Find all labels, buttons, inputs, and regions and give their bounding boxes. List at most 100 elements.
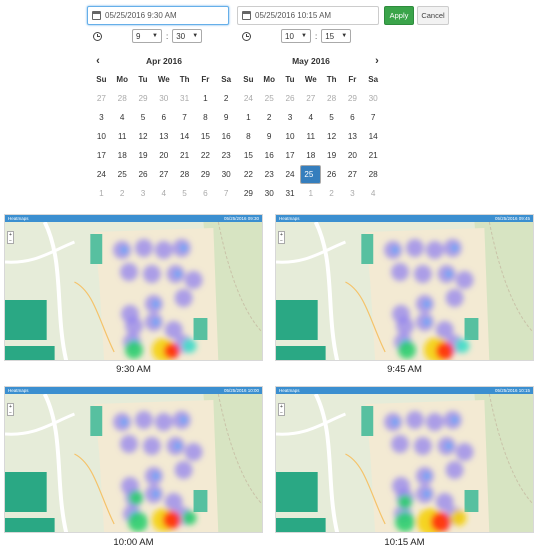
start-hour-select[interactable]: 9 ▼ xyxy=(132,29,162,43)
calendar-day[interactable]: 28 xyxy=(117,94,127,103)
calendar-day[interactable]: 17 xyxy=(96,151,106,160)
calendar-day[interactable]: 4 xyxy=(161,189,167,198)
zoom-control[interactable]: + − xyxy=(7,231,14,244)
calendar-day[interactable]: 25 xyxy=(264,94,274,103)
calendar-day[interactable]: 12 xyxy=(327,132,337,141)
calendar-day[interactable]: 1 xyxy=(246,113,251,122)
heatmap-map[interactable]: + − xyxy=(276,222,533,360)
calendar-day[interactable]: 23 xyxy=(221,151,231,160)
calendar-day[interactable]: 22 xyxy=(243,170,253,179)
calendar-day[interactable]: 1 xyxy=(99,189,104,198)
calendar-day[interactable]: 8 xyxy=(203,113,208,122)
calendar-day[interactable]: 4 xyxy=(308,113,314,122)
calendar-day[interactable]: 15 xyxy=(243,151,253,160)
calendar-day[interactable]: 3 xyxy=(99,113,104,122)
calendar-day[interactable]: 4 xyxy=(370,189,376,198)
calendar-day[interactable]: 14 xyxy=(368,132,378,141)
calendar-day[interactable]: 30 xyxy=(264,189,274,198)
heatmap-map[interactable]: + − xyxy=(276,394,533,532)
calendar-day[interactable]: 18 xyxy=(117,151,127,160)
end-date-input[interactable]: 05/25/2016 10:15 AM xyxy=(237,6,379,25)
calendar-day[interactable]: 27 xyxy=(159,170,169,179)
calendar-day[interactable]: 25 xyxy=(117,170,127,179)
heatmap-map[interactable]: + − xyxy=(5,222,262,360)
calendar-day[interactable]: 5 xyxy=(329,113,334,122)
calendar-day[interactable]: 2 xyxy=(266,113,272,122)
calendar-day[interactable]: 27 xyxy=(347,170,357,179)
heatmap-map[interactable]: + − xyxy=(5,394,262,532)
calendar-day[interactable]: 21 xyxy=(180,151,190,160)
calendar-day[interactable]: 3 xyxy=(287,113,293,122)
calendar-day[interactable]: 4 xyxy=(119,113,125,122)
calendar-day[interactable]: 7 xyxy=(223,189,229,198)
calendar-day[interactable]: 6 xyxy=(161,113,167,122)
calendar-day[interactable]: 1 xyxy=(308,189,314,198)
calendar-day[interactable]: 29 xyxy=(347,94,357,103)
calendar-day[interactable]: 2 xyxy=(329,189,334,198)
calendar-day[interactable]: 5 xyxy=(182,189,187,198)
calendar-day[interactable]: 12 xyxy=(138,132,148,141)
calendar-day[interactable]: 1 xyxy=(203,94,208,103)
calendar-day[interactable]: 8 xyxy=(246,132,251,141)
calendar-day[interactable]: 26 xyxy=(327,170,337,179)
calendar-day[interactable]: 7 xyxy=(182,113,187,122)
calendar-day[interactable]: 26 xyxy=(285,94,295,103)
calendar-day[interactable]: 28 xyxy=(327,94,337,103)
calendar-day[interactable]: 6 xyxy=(350,113,355,122)
calendar-day[interactable]: 31 xyxy=(285,189,295,198)
calendar-day[interactable]: 23 xyxy=(264,170,274,179)
calendar-day[interactable]: 14 xyxy=(180,132,190,141)
calendar-day[interactable]: 31 xyxy=(180,94,190,103)
calendar-day[interactable]: 5 xyxy=(140,113,146,122)
calendar-day[interactable]: 27 xyxy=(306,94,316,103)
calendar-day[interactable]: 11 xyxy=(306,132,316,141)
calendar-day[interactable]: 6 xyxy=(203,189,208,198)
calendar-day[interactable]: 18 xyxy=(306,151,316,160)
start-date-input[interactable]: 05/25/2016 9:30 AM xyxy=(87,6,229,25)
calendar-day[interactable]: 30 xyxy=(368,94,378,103)
calendar-day[interactable]: 29 xyxy=(138,94,148,103)
calendar-day-selected[interactable]: 25 xyxy=(300,165,322,184)
calendar-day[interactable]: 7 xyxy=(370,113,376,122)
calendar-day[interactable]: 16 xyxy=(264,151,274,160)
cancel-button[interactable]: Cancel xyxy=(417,6,449,25)
chevron-right-icon[interactable]: › xyxy=(375,55,379,67)
calendar-day[interactable]: 20 xyxy=(159,151,169,160)
calendar-day[interactable]: 29 xyxy=(243,189,253,198)
calendar-day[interactable]: 11 xyxy=(117,132,127,141)
zoom-control[interactable]: + − xyxy=(278,403,285,416)
calendar-day[interactable]: 10 xyxy=(285,132,295,141)
zoom-control[interactable]: + − xyxy=(7,403,14,416)
calendar-day[interactable]: 19 xyxy=(327,151,337,160)
calendar-day[interactable]: 15 xyxy=(200,132,210,141)
calendar-day[interactable]: 21 xyxy=(368,151,378,160)
calendar-day[interactable]: 2 xyxy=(119,189,125,198)
calendar-day[interactable]: 28 xyxy=(180,170,190,179)
calendar-day[interactable]: 16 xyxy=(221,132,231,141)
calendar-day[interactable]: 13 xyxy=(159,132,169,141)
calendar-day[interactable]: 2 xyxy=(223,94,229,103)
calendar-day[interactable]: 30 xyxy=(159,94,169,103)
calendar-day[interactable]: 9 xyxy=(223,113,229,122)
calendar-day[interactable]: 3 xyxy=(140,189,146,198)
calendar-day[interactable]: 20 xyxy=(347,151,357,160)
end-hour-select[interactable]: 10 ▼ xyxy=(281,29,311,43)
calendar-day[interactable]: 26 xyxy=(138,170,148,179)
calendar-day[interactable]: 10 xyxy=(96,132,106,141)
calendar-day[interactable]: 27 xyxy=(96,94,106,103)
end-minute-select[interactable]: 15 ▼ xyxy=(321,29,352,43)
calendar-day[interactable]: 3 xyxy=(350,189,355,198)
calendar-day[interactable]: 28 xyxy=(368,170,378,179)
apply-button[interactable]: Apply xyxy=(384,6,414,25)
calendar-day[interactable]: 19 xyxy=(138,151,148,160)
start-minute-select[interactable]: 30 ▼ xyxy=(172,29,203,43)
calendar-day[interactable]: 24 xyxy=(243,94,253,103)
calendar-day[interactable]: 30 xyxy=(221,170,231,179)
calendar-day[interactable]: 24 xyxy=(285,170,295,179)
calendar-day[interactable]: 22 xyxy=(200,151,210,160)
calendar-day[interactable]: 9 xyxy=(266,132,272,141)
calendar-day[interactable]: 29 xyxy=(200,170,210,179)
zoom-control[interactable]: + − xyxy=(278,231,285,244)
calendar-day[interactable]: 24 xyxy=(96,170,106,179)
calendar-day[interactable]: 17 xyxy=(285,151,295,160)
